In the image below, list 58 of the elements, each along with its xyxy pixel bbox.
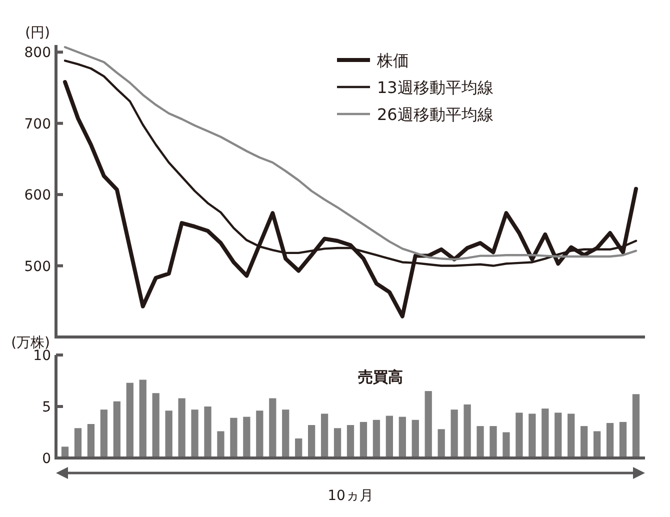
x-axis-title: 10ヵ月 (328, 488, 374, 504)
bar (516, 412, 523, 458)
bar (464, 404, 471, 458)
legend-label: 株価 (376, 51, 409, 70)
bar (295, 438, 302, 458)
bar (256, 410, 264, 458)
bar (165, 410, 172, 458)
y-axis-title: (円) (25, 25, 50, 41)
bar (126, 382, 134, 458)
bar (542, 408, 549, 458)
y-tick-label: 700 (24, 116, 51, 132)
bar (580, 426, 588, 458)
bar (87, 424, 95, 458)
bar (334, 428, 342, 458)
bar (360, 422, 368, 458)
bar (269, 398, 276, 458)
text: 売買高 (358, 368, 403, 386)
bar (346, 425, 354, 458)
bar (438, 429, 445, 458)
y-tick-label: 5 (42, 400, 51, 416)
y-tick-label: 800 (24, 45, 51, 62)
bar (490, 426, 497, 458)
bar (243, 416, 250, 458)
bar (386, 416, 393, 458)
bar (502, 432, 510, 458)
bar (100, 410, 108, 458)
y-tick-label: 600 (24, 188, 51, 204)
y-tick-label: 500 (24, 258, 51, 275)
legend-label: 13週移動平均線 (377, 78, 494, 97)
bar (113, 401, 120, 458)
bar (204, 406, 212, 458)
bar (554, 412, 562, 458)
bar (152, 393, 160, 458)
bar (398, 416, 406, 458)
bar (424, 391, 432, 458)
y-axis-title: (万株) (11, 335, 50, 351)
bar (139, 380, 146, 458)
bar (476, 426, 484, 458)
bar (320, 414, 328, 458)
bar (450, 410, 458, 458)
bar (178, 398, 186, 458)
bar (308, 425, 316, 458)
bar (594, 431, 601, 458)
bar (372, 420, 380, 458)
bar (412, 420, 419, 458)
y-tick-label: 10 (33, 348, 51, 364)
legend-label: 26週移動平均線 (377, 105, 494, 124)
bar (632, 394, 640, 458)
bar (191, 410, 198, 458)
bar (230, 418, 238, 458)
bar (528, 414, 536, 458)
bar (619, 422, 627, 458)
bar (606, 422, 614, 458)
bar (217, 431, 224, 458)
y-tick-label: 0 (42, 451, 51, 467)
bar (568, 414, 575, 458)
bar (282, 410, 290, 458)
bar (74, 428, 82, 458)
